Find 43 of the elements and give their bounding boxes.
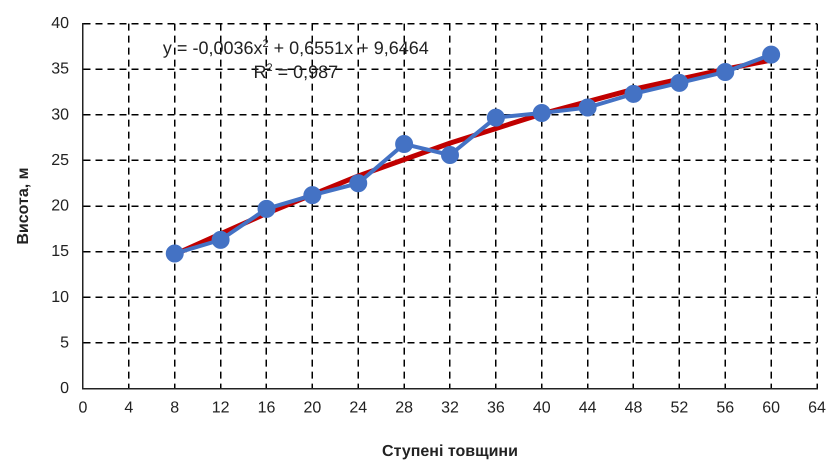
y-tick-label: 30 <box>51 106 70 124</box>
y-tick-label: 0 <box>60 380 70 398</box>
x-tick-label: 16 <box>258 400 276 417</box>
x-tick-label: 60 <box>762 400 780 417</box>
x-tick-label: 64 <box>808 400 826 417</box>
x-tick-label: 56 <box>716 400 734 417</box>
point <box>716 62 734 81</box>
y-tick-label: 40 <box>51 15 70 32</box>
y-tick-label: 5 <box>60 334 70 352</box>
y-tick-label: 15 <box>51 243 70 260</box>
point <box>258 200 276 218</box>
y-axis-title: Висота, м <box>15 168 32 245</box>
point <box>395 135 414 154</box>
x-tick-label: 48 <box>624 400 642 417</box>
point <box>166 244 184 263</box>
point <box>486 108 505 127</box>
y-tick-label: 25 <box>51 152 70 169</box>
x-tick-label: 4 <box>124 400 134 417</box>
y-tick-label: 35 <box>51 60 70 78</box>
annotation: y = -0,0036x$^{2}$ + 0,6551x + 9,6464 <box>162 38 429 59</box>
point <box>212 230 230 249</box>
x-tick-label: 36 <box>486 400 505 417</box>
point <box>624 84 642 103</box>
x-tick-label: 28 <box>395 400 414 417</box>
point <box>578 98 597 117</box>
x-tick-label: 40 <box>532 400 551 417</box>
point <box>303 186 322 204</box>
point <box>670 74 688 92</box>
y-tick-label: 10 <box>51 288 70 306</box>
x-tick-label: 8 <box>170 400 180 417</box>
point <box>441 146 459 164</box>
x-tick-label: 24 <box>349 400 368 417</box>
y-tick-label: 20 <box>51 198 70 215</box>
x-axis-title: Ступені товщини <box>382 442 518 460</box>
x-tick-label: 12 <box>212 400 230 417</box>
point <box>762 46 780 64</box>
x-tick-label: 20 <box>303 400 322 417</box>
x-tick-label: 44 <box>578 400 597 417</box>
point <box>349 174 368 192</box>
x-tick-label: 52 <box>670 400 688 417</box>
point <box>532 104 551 122</box>
x-tick-label: 0 <box>78 400 88 417</box>
x-tick-label: 32 <box>441 400 459 417</box>
